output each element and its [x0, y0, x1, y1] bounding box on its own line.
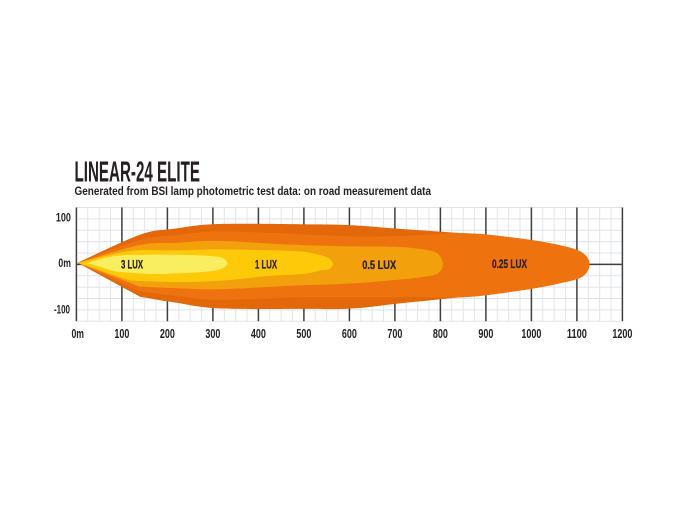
svg-text:400: 400 — [251, 327, 266, 341]
svg-text:700: 700 — [387, 327, 402, 341]
svg-text:100: 100 — [56, 211, 71, 225]
svg-text:900: 900 — [478, 327, 493, 341]
svg-text:0.5 LUX: 0.5 LUX — [362, 258, 397, 272]
svg-text:300: 300 — [205, 327, 220, 341]
svg-text:1 LUX: 1 LUX — [255, 258, 278, 272]
svg-text:-100: -100 — [54, 303, 70, 317]
svg-text:0.25 LUX: 0.25 LUX — [492, 257, 528, 271]
svg-text:600: 600 — [342, 327, 357, 341]
svg-text:200: 200 — [160, 327, 175, 341]
svg-text:1000: 1000 — [521, 327, 541, 341]
svg-text:1100: 1100 — [567, 327, 587, 341]
svg-text:0m: 0m — [58, 256, 71, 270]
svg-text:3 LUX: 3 LUX — [121, 258, 144, 272]
svg-text:500: 500 — [296, 327, 311, 341]
svg-text:100: 100 — [114, 327, 129, 341]
svg-text:Generated from BSI lamp photom: Generated from BSI lamp photometric test… — [75, 184, 432, 198]
svg-text:800: 800 — [433, 327, 448, 341]
svg-text:1200: 1200 — [612, 327, 632, 341]
svg-text:0m: 0m — [71, 327, 84, 341]
svg-text:LINEAR-24 ELITE: LINEAR-24 ELITE — [75, 156, 201, 188]
